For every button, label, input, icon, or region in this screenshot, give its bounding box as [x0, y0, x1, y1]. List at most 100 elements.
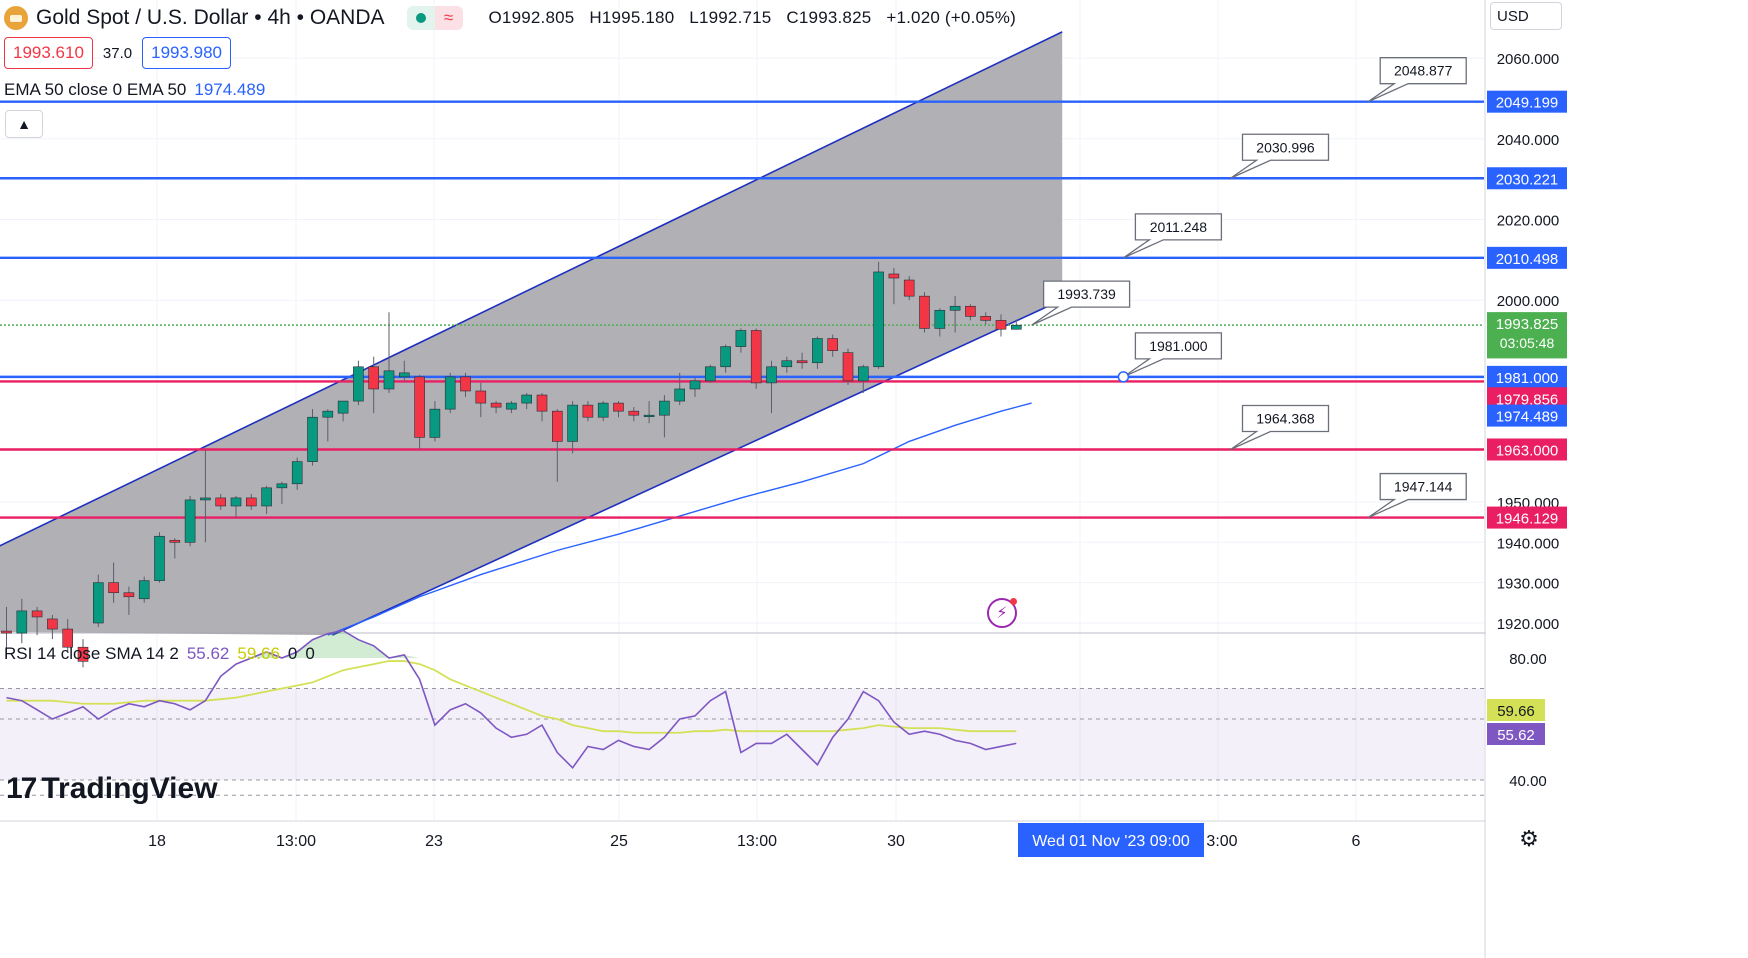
price-axis: 2060.0002040.0002030.0002020.0002000.000…	[1486, 0, 1748, 958]
candle-body	[980, 316, 992, 321]
candle-body	[750, 330, 762, 384]
ohlc-open: O1992.805	[488, 8, 575, 27]
rsi-tag-label: 55.62	[1497, 727, 1535, 744]
candle	[628, 407, 640, 422]
axis-price-tag: 1974.489	[1487, 404, 1567, 427]
candle	[674, 372, 686, 406]
axis-tag-label: 1946.129	[1496, 511, 1559, 528]
ema-legend-value: 1974.489	[194, 80, 266, 99]
candle	[414, 374, 425, 450]
price-tick-label: 1940.000	[1497, 535, 1560, 552]
axis-price-tag: 2030.221	[1487, 167, 1567, 190]
axis-tag-label: 1981.000	[1496, 370, 1559, 387]
tradingview-logo[interactable]: 17 TradingView	[6, 772, 218, 806]
candle	[551, 409, 563, 482]
chevron-up-icon: ▲	[17, 116, 31, 132]
market-open-dot-icon	[406, 6, 435, 30]
sell-price-button[interactable]: 1993.610	[4, 37, 93, 69]
rsi-legend-zero-a: 0	[287, 644, 298, 663]
approx-icon: ≈	[434, 6, 463, 30]
rsi-tag-label: 59.66	[1497, 703, 1535, 720]
candle	[980, 312, 992, 325]
rsi-legend[interactable]: RSI 14 close SMA 14 2 55.62 59.66 0 0	[4, 644, 315, 664]
candle-body	[108, 582, 119, 594]
candle	[62, 618, 74, 652]
time-axis: 18 13:00 23 25 13:00 30 3:00 6 Wed 01 Nov '23 09…	[0, 822, 1484, 958]
callout-label: 1993.739	[1057, 286, 1116, 302]
candle	[582, 401, 594, 422]
axis-tag-bg	[1487, 167, 1567, 190]
price-tick-label: 2020.000	[1497, 213, 1560, 230]
trade-price-row: 1993.610 37.0 1993.980	[4, 37, 232, 69]
candle	[949, 296, 961, 333]
candle-body	[154, 535, 165, 581]
callout-box	[1123, 332, 1223, 378]
candle	[200, 449, 211, 543]
time-tick-label: 23	[425, 833, 443, 850]
rsi-tick-label: 40.00	[1509, 773, 1547, 790]
chart-header: Gold Spot / U.S. Dollar • 4h • OANDA ≈ O…	[4, 4, 1026, 32]
candle-body	[873, 271, 884, 368]
candle-body	[215, 497, 226, 507]
time-tick-label: 3:00	[1206, 833, 1237, 850]
price-callout: 2048.877	[1367, 57, 1467, 103]
candle	[353, 360, 364, 406]
candle-body	[368, 366, 380, 390]
candle	[857, 364, 869, 394]
axis-price-tag: 1963.000	[1487, 438, 1567, 461]
candle	[93, 574, 104, 628]
ema-legend[interactable]: EMA 50 close 0 EMA 50 1974.489	[4, 80, 266, 100]
candle	[934, 308, 946, 337]
candle-body	[551, 410, 563, 442]
candle	[230, 495, 242, 519]
candle	[322, 409, 334, 442]
candle-body	[735, 330, 747, 347]
ohlc-readout: O1992.805 H1995.180 L1992.715 C1993.825 …	[489, 8, 1026, 28]
candle	[659, 395, 670, 438]
callout-label: 1947.144	[1394, 479, 1453, 495]
current-price-tag-bg	[1487, 312, 1567, 355]
candle	[368, 356, 380, 414]
candle-body	[200, 497, 211, 501]
candle	[261, 485, 272, 515]
candle	[77, 639, 89, 668]
ohlc-low: L1992.715	[689, 8, 772, 27]
rsi-legend-sma-value: 59.66	[237, 644, 280, 663]
time-tick-label: 13:00	[276, 833, 316, 850]
collapse-legend-button[interactable]: ▲	[5, 110, 43, 138]
candle	[169, 538, 181, 559]
candle-body	[903, 279, 915, 297]
candle-body	[337, 400, 349, 414]
candle	[215, 493, 226, 511]
rsi-axis-tag: 55.62	[1487, 723, 1545, 745]
settings-gear-icon[interactable]: ⚙	[1519, 826, 1539, 851]
time-tick-label: 13:00	[737, 833, 777, 850]
rsi-legend-label: RSI 14 close SMA 14 2	[4, 644, 179, 663]
buy-price-button[interactable]: 1993.980	[142, 37, 232, 69]
price-callout: 1993.739	[1031, 280, 1131, 326]
candle-body	[613, 402, 624, 412]
candle-body	[429, 408, 441, 438]
currency-selector[interactable]: USD	[1490, 2, 1562, 30]
candle-body	[169, 539, 181, 543]
candle-body	[628, 410, 640, 416]
ohlc-close: C1993.825	[786, 8, 872, 27]
candle	[31, 606, 43, 636]
candle-body	[995, 320, 1007, 330]
candle-body	[674, 388, 686, 402]
rsi-tick-label: 80.00	[1509, 651, 1547, 668]
ema50-line	[327, 402, 1032, 636]
candle-body	[659, 400, 670, 416]
callout-label: 2030.996	[1256, 139, 1315, 155]
market-status-pill[interactable]: ≈	[406, 6, 463, 30]
candle	[735, 328, 747, 353]
rsi-tag-bg	[1487, 723, 1545, 745]
candle	[781, 356, 793, 373]
symbol-title[interactable]: Gold Spot / U.S. Dollar • 4h • OANDA	[36, 6, 385, 29]
candle-body	[398, 372, 410, 378]
candle-body	[597, 402, 609, 418]
lightning-alert-icon[interactable]: ⚡	[987, 598, 1017, 628]
candle-body	[781, 360, 793, 368]
candle-body	[643, 414, 655, 417]
